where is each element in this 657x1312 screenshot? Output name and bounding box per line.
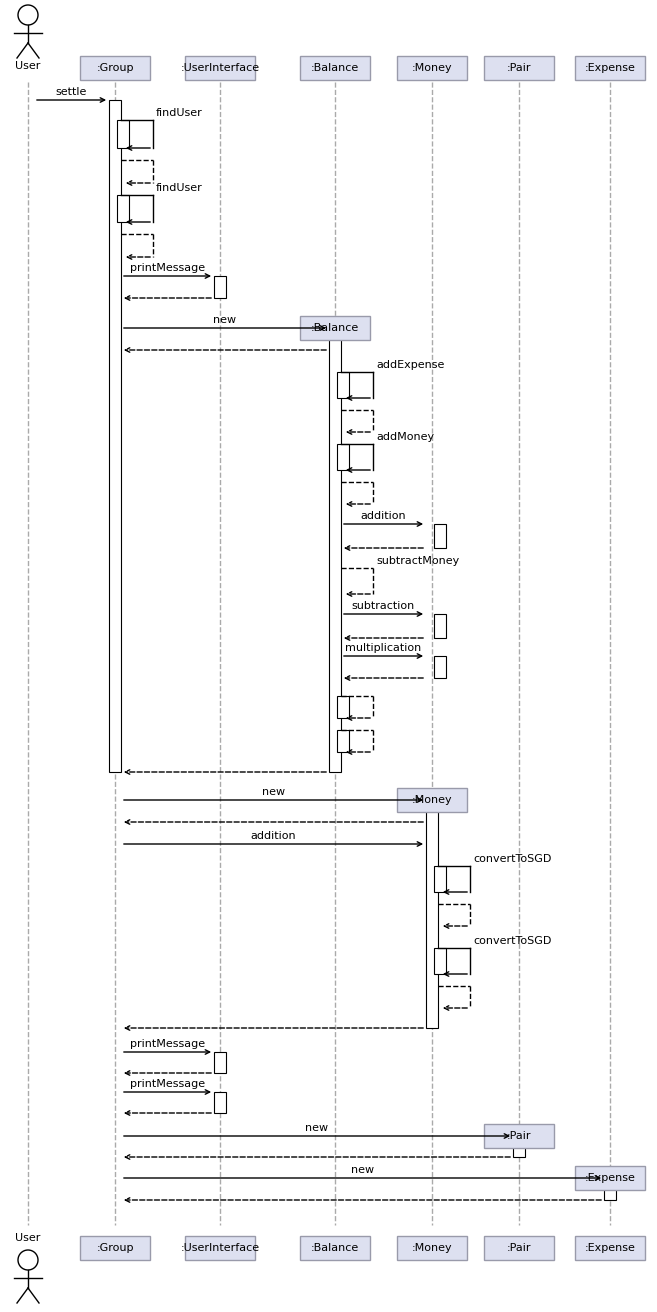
Bar: [575, 1166, 645, 1190]
Bar: [109, 100, 121, 771]
Text: :Balance: :Balance: [311, 1242, 359, 1253]
Text: addMoney: addMoney: [376, 432, 434, 442]
Bar: [300, 56, 370, 80]
Bar: [329, 328, 341, 771]
Text: printMessage: printMessage: [130, 1078, 205, 1089]
Bar: [338, 729, 350, 752]
Text: :Pair: :Pair: [507, 63, 532, 73]
Text: :Balance: :Balance: [311, 323, 359, 333]
Text: :Group: :Group: [96, 1242, 134, 1253]
Text: :Pair: :Pair: [507, 1131, 532, 1141]
Bar: [118, 195, 129, 222]
Bar: [426, 800, 438, 1029]
Text: :UserInterface: :UserInterface: [181, 63, 260, 73]
Bar: [397, 1236, 467, 1260]
Bar: [300, 1236, 370, 1260]
Bar: [214, 1052, 226, 1073]
Bar: [80, 56, 150, 80]
Bar: [575, 1236, 645, 1260]
Text: printMessage: printMessage: [130, 1039, 205, 1050]
Bar: [575, 56, 645, 80]
Bar: [604, 1178, 616, 1200]
Text: findUser: findUser: [156, 108, 203, 118]
Text: new: new: [262, 787, 285, 796]
Bar: [434, 523, 446, 548]
Text: :Expense: :Expense: [585, 1173, 635, 1183]
Text: new: new: [351, 1165, 374, 1176]
Bar: [338, 695, 350, 718]
Bar: [118, 119, 129, 148]
Bar: [185, 1236, 255, 1260]
Text: settle: settle: [56, 87, 87, 97]
Bar: [300, 316, 370, 340]
Bar: [434, 614, 446, 638]
Text: :Expense: :Expense: [585, 1242, 635, 1253]
Bar: [484, 1236, 554, 1260]
Bar: [513, 1136, 525, 1157]
Text: addition: addition: [251, 830, 296, 841]
Bar: [338, 373, 350, 398]
Text: :UserInterface: :UserInterface: [181, 1242, 260, 1253]
Text: :Group: :Group: [96, 63, 134, 73]
Text: new: new: [214, 315, 237, 325]
Text: :Money: :Money: [412, 795, 452, 806]
Text: new: new: [306, 1123, 328, 1134]
Text: :Money: :Money: [412, 1242, 452, 1253]
Bar: [338, 443, 350, 470]
Text: :Money: :Money: [412, 63, 452, 73]
Text: :Expense: :Expense: [585, 63, 635, 73]
Text: convertToSGD: convertToSGD: [473, 935, 551, 946]
Text: :Balance: :Balance: [311, 63, 359, 73]
Text: User: User: [15, 1233, 41, 1242]
Text: convertToSGD: convertToSGD: [473, 854, 551, 865]
Text: subtraction: subtraction: [352, 601, 415, 611]
Bar: [484, 1124, 554, 1148]
Text: findUser: findUser: [156, 182, 203, 193]
Bar: [434, 949, 446, 974]
Bar: [214, 1092, 226, 1113]
Text: subtractMoney: subtractMoney: [376, 556, 459, 565]
Bar: [434, 866, 446, 892]
Text: printMessage: printMessage: [130, 262, 205, 273]
Text: User: User: [15, 60, 41, 71]
Text: addition: addition: [361, 510, 406, 521]
Bar: [185, 56, 255, 80]
Text: multiplication: multiplication: [346, 643, 422, 653]
Text: :Pair: :Pair: [507, 1242, 532, 1253]
Bar: [214, 276, 226, 298]
Bar: [397, 56, 467, 80]
Bar: [80, 1236, 150, 1260]
Text: addExpense: addExpense: [376, 359, 444, 370]
Bar: [397, 789, 467, 812]
Bar: [484, 56, 554, 80]
Bar: [434, 656, 446, 678]
